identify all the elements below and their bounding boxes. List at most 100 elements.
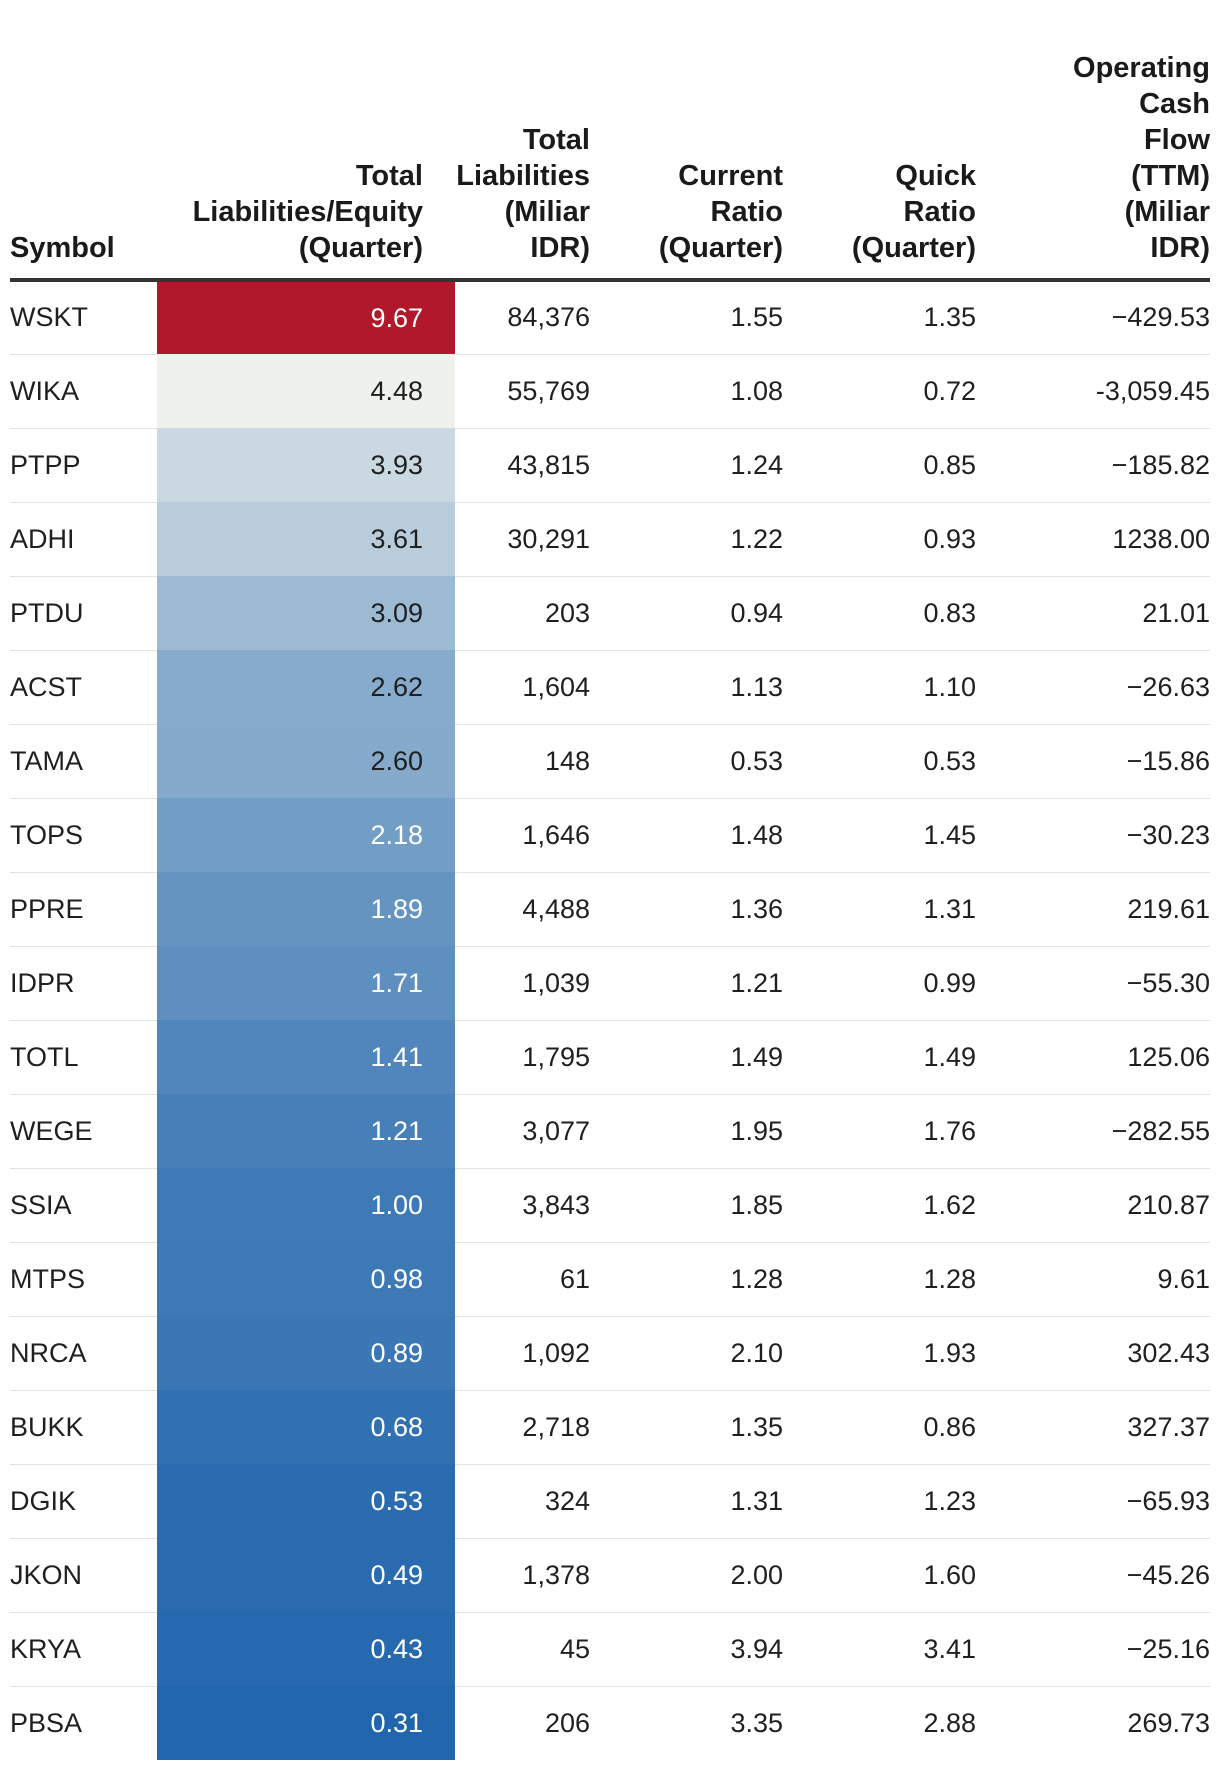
column-header-symbol: Symbol: [10, 40, 157, 282]
cell-total-liabilities-equity: 2.62: [157, 650, 455, 724]
cell-total-liabilities: 1,039: [455, 946, 622, 1021]
cell-operating-cash-flow: 269.73: [1127, 1707, 1210, 1738]
cell-total-liabilities: 3,843: [455, 1168, 622, 1243]
cell-symbol: TOPS: [10, 798, 157, 873]
cell-symbol: NRCA: [10, 1316, 157, 1391]
cell-total-liabilities-equity: 0.89: [157, 1316, 455, 1390]
cell-current-ratio: 3.35: [730, 1707, 783, 1738]
cell-operating-cash-flow: −429.53: [1008, 280, 1210, 355]
cell-operating-cash-flow: -3,059.45: [1008, 354, 1210, 429]
cell-current-ratio: 1.08: [622, 354, 815, 429]
cell-quick-ratio: 1.28: [815, 1242, 1008, 1317]
cell-total-liabilities-equity: 9.67: [157, 280, 455, 354]
cell-symbol: PPRE: [10, 872, 157, 947]
cell-symbol: WSKT: [10, 280, 157, 355]
cell-operating-cash-flow: −282.55: [1008, 1094, 1210, 1169]
cell-current-ratio: 1.48: [622, 798, 815, 873]
column-header-current-ratio: Current Ratio (Quarter): [622, 40, 815, 282]
table-row: PTPP 3.93 43,815 1.24 0.85 −185.82: [10, 428, 1210, 503]
cell-total-liabilities: 1,646: [455, 798, 622, 873]
table-row: NRCA 0.89 1,092 2.10 1.93 302.43: [10, 1316, 1210, 1391]
cell-total-liabilities-equity: 0.53: [157, 1464, 455, 1538]
cell-quick-ratio: 0.72: [815, 354, 1008, 429]
cell-quick-ratio: 0.83: [815, 576, 1008, 651]
cell-quick-ratio: 1.23: [815, 1464, 1008, 1539]
cell-total-liabilities: 4,488: [455, 872, 622, 947]
cell-total-liabilities: 148: [455, 724, 622, 799]
cell-total-liabilities: 206: [544, 1707, 590, 1738]
cell-total-liabilities-equity: 1.71: [157, 946, 455, 1020]
cell-operating-cash-flow: −185.82: [1008, 428, 1210, 503]
cell-quick-ratio: 0.99: [815, 946, 1008, 1021]
cell-total-liabilities: 203: [455, 576, 622, 651]
cell-symbol: PTDU: [10, 576, 157, 651]
cell-total-liabilities: 3,077: [455, 1094, 622, 1169]
cell-symbol: SSIA: [10, 1168, 157, 1243]
cell-quick-ratio: 0.85: [815, 428, 1008, 503]
cell-operating-cash-flow: 219.61: [1008, 872, 1210, 947]
cell-total-liabilities-equity: 4.48: [157, 354, 455, 428]
cell-total-liabilities-equity: 1.41: [157, 1020, 455, 1094]
table-row: TOTL 1.41 1,795 1.49 1.49 125.06: [10, 1020, 1210, 1095]
cell-current-ratio: 1.22: [622, 502, 815, 577]
cell-operating-cash-flow: 125.06: [1008, 1020, 1210, 1095]
column-header-quick-ratio: Quick Ratio (Quarter): [815, 40, 1008, 282]
cell-total-liabilities: 84,376: [455, 280, 622, 355]
column-header-total-liabilities: Total Liabilities (Miliar IDR): [455, 40, 622, 282]
table-row: ACST 2.62 1,604 1.13 1.10 −26.63: [10, 650, 1210, 725]
cell-quick-ratio: 2.88: [923, 1707, 976, 1738]
cell-total-liabilities: 1,604: [455, 650, 622, 725]
cell-current-ratio: 1.85: [622, 1168, 815, 1243]
cell-current-ratio: 1.13: [622, 650, 815, 725]
cell-operating-cash-flow: −45.26: [1008, 1538, 1210, 1613]
cell-total-liabilities: 1,795: [455, 1020, 622, 1095]
cell-current-ratio: 2.00: [622, 1538, 815, 1613]
cell-quick-ratio: 0.93: [815, 502, 1008, 577]
cell-operating-cash-flow: −65.93: [1008, 1464, 1210, 1539]
cell-symbol: ADHI: [10, 502, 157, 577]
cell-current-ratio: 0.53: [622, 724, 815, 799]
table-row: SSIA 1.00 3,843 1.85 1.62 210.87: [10, 1168, 1210, 1243]
cell-current-ratio: 3.94: [622, 1612, 815, 1687]
cell-total-liabilities: 1,378: [455, 1538, 622, 1613]
column-header-operating-cash-flow: Operating Cash Flow (TTM) (Miliar IDR): [1008, 40, 1210, 282]
table-row: PPRE 1.89 4,488 1.36 1.31 219.61: [10, 872, 1210, 947]
cell-symbol: WIKA: [10, 354, 157, 429]
cell-total-liabilities-equity: 3.61: [157, 502, 455, 576]
table-row: WEGE 1.21 3,077 1.95 1.76 −282.55: [10, 1094, 1210, 1169]
table-row: WSKT 9.67 84,376 1.55 1.35 −429.53: [10, 280, 1210, 355]
cell-symbol: ACST: [10, 650, 157, 725]
table-body: WSKT 9.67 84,376 1.55 1.35 −429.53 WIKA 4.48 55,…: [10, 280, 1210, 1760]
cell-total-liabilities-equity: 2.60: [157, 724, 455, 798]
table-row: TOPS 2.18 1,646 1.48 1.45 −30.23: [10, 798, 1210, 873]
cell-operating-cash-flow: −26.63: [1008, 650, 1210, 725]
cell-total-liabilities-equity: 0.43: [157, 1612, 455, 1686]
cell-total-liabilities-equity: 0.98: [157, 1242, 455, 1316]
column-header-total-liabilities-equity: Total Liabilities/Equity (Quarter): [157, 40, 455, 282]
cell-operating-cash-flow: 327.37: [1008, 1390, 1210, 1465]
cell-total-liabilities: 55,769: [455, 354, 622, 429]
cell-operating-cash-flow: 1238.00: [1008, 502, 1210, 577]
cell-total-liabilities: 45: [455, 1612, 622, 1687]
cell-quick-ratio: 1.10: [815, 650, 1008, 725]
cell-symbol: TOTL: [10, 1020, 157, 1095]
cell-quick-ratio: 1.49: [815, 1020, 1008, 1095]
cell-operating-cash-flow: 9.61: [1008, 1242, 1210, 1317]
cell-operating-cash-flow: −30.23: [1008, 798, 1210, 873]
cell-current-ratio: 1.95: [622, 1094, 815, 1169]
table-row: DGIK 0.53 324 1.31 1.23 −65.93: [10, 1464, 1210, 1539]
cell-quick-ratio: 1.62: [815, 1168, 1008, 1243]
cell-quick-ratio: 3.41: [815, 1612, 1008, 1687]
cell-total-liabilities-equity: 1.21: [157, 1094, 455, 1168]
cell-total-liabilities-equity: 3.93: [157, 428, 455, 502]
cell-quick-ratio: 1.31: [815, 872, 1008, 947]
cell-current-ratio: 0.94: [622, 576, 815, 651]
cell-quick-ratio: 1.93: [815, 1316, 1008, 1391]
table-row: IDPR 1.71 1,039 1.21 0.99 −55.30: [10, 946, 1210, 1021]
cell-operating-cash-flow: 210.87: [1008, 1168, 1210, 1243]
cell-total-liabilities: 2,718: [455, 1390, 622, 1465]
cell-total-liabilities: 43,815: [455, 428, 622, 503]
cell-operating-cash-flow: −25.16: [1008, 1612, 1210, 1687]
cell-operating-cash-flow: 302.43: [1008, 1316, 1210, 1391]
cell-symbol: WEGE: [10, 1094, 157, 1169]
